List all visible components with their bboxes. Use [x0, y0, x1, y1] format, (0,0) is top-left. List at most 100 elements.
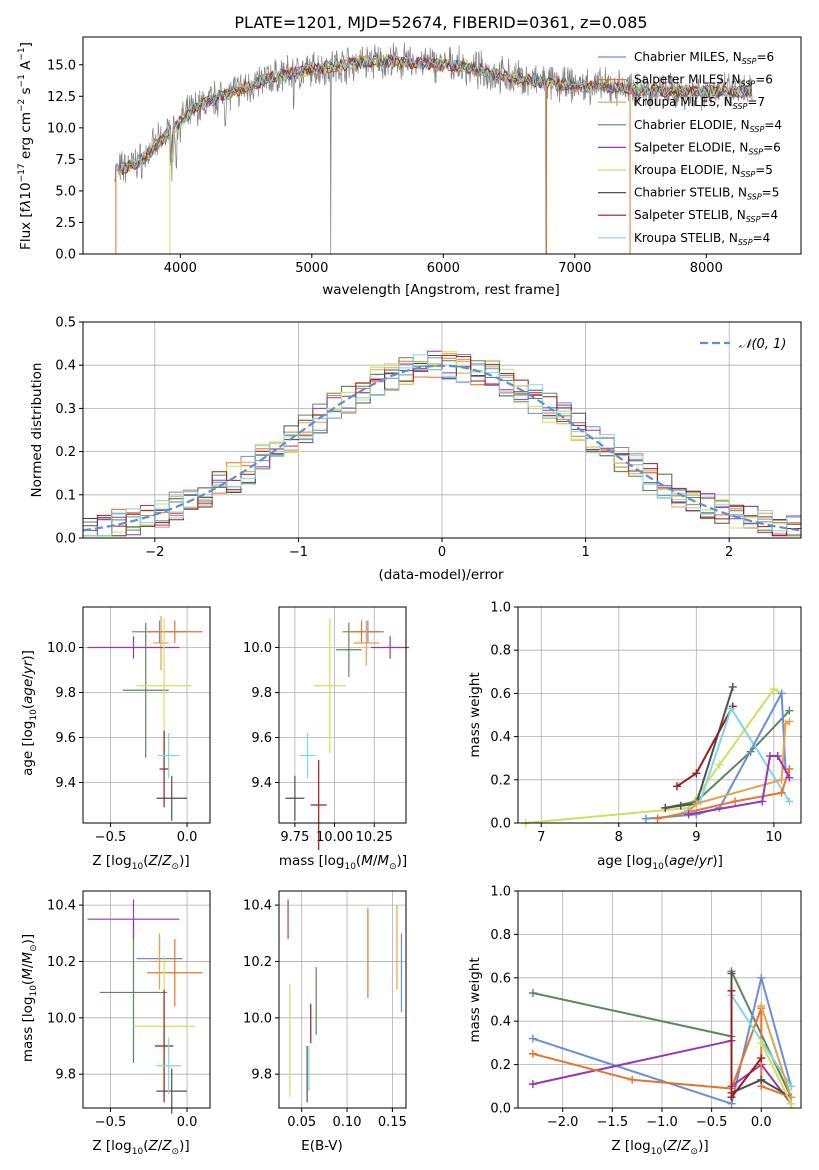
y-tick-label: 9.8 — [251, 686, 272, 701]
mass-vs-ebv-panel: 0.05 0.10 0.15 9.8 10.0 10.2 10.4 — [243, 890, 407, 1130]
weight-marker-kroupa-miles — [757, 1002, 766, 1011]
legend-label-salpeter-elodie: Salpeter ELODIE, NSSP=6 — [634, 140, 781, 156]
weight-marker-salpeter-miles — [653, 814, 662, 823]
model-spectrum-salpeter-stelib — [119, 55, 752, 173]
x-tick-label: −0.5 — [95, 1115, 127, 1130]
x-tick-label: 7000 — [558, 261, 591, 276]
x-tick-label: 10 — [766, 830, 783, 845]
legend-label-chabrier-stelib: Chabrier STELIB, NSSP=5 — [634, 186, 779, 202]
y-tick-label: 9.6 — [251, 731, 272, 746]
x-tick-label: −1 — [289, 545, 308, 560]
weight-marker-salpeter-stelib — [727, 1093, 736, 1102]
y-tick-label: 9.8 — [251, 1068, 272, 1083]
y-tick-label: 0.1 — [55, 488, 76, 503]
spectrum-title: PLATE=1201, MJD=52674, FIBERID=0361, z=0… — [234, 13, 647, 32]
legend-label-salpeter-miles: Salpeter MILES, NSSP=6 — [634, 73, 773, 89]
y-tick-label: 10.4 — [243, 899, 272, 914]
x-tick-label: 10.25 — [356, 830, 393, 845]
error-bars — [87, 616, 203, 821]
panel-frame — [82, 890, 211, 1109]
y-tick-label: 10.4 — [47, 899, 76, 914]
spectrum-x-label: wavelength [Angstrom, rest frame] — [322, 282, 560, 298]
y-tick-label: 10.0 — [47, 121, 76, 136]
y-tick-label: 0.6 — [490, 971, 511, 986]
weight-marker-chabrier-stelib — [661, 803, 670, 812]
weight-marker-salpeter-stelib — [692, 769, 701, 778]
x-tick-label: −2.0 — [547, 1115, 579, 1130]
weight-marker-chabrier-miles — [528, 1034, 537, 1043]
x-tick-label: −0.5 — [95, 830, 127, 845]
weight-marker-chabrier-miles — [757, 973, 766, 982]
spectrum-frame — [82, 36, 802, 255]
y-tick-label: 0.2 — [490, 773, 511, 788]
weight-marker-kroupa-elodie — [757, 1038, 766, 1047]
weight-marker-salpeter-miles — [785, 765, 794, 773]
y-tick-label: 2.5 — [55, 216, 76, 231]
y-tick-label: 9.4 — [55, 776, 76, 791]
legend-label-kroupa-elodie: Kroupa ELODIE, NSSP=5 — [634, 163, 773, 179]
spectrum-legend: Chabrier MILES, NSSP=6 Salpeter MILES, NS… — [598, 50, 782, 247]
weight-marker-kroupa-miles — [692, 799, 701, 808]
x-tick-label: 0 — [438, 545, 446, 560]
age-vs-metallicity-panel: −0.5 0.0 9.4 9.6 9.8 10.0 — [47, 606, 211, 845]
age-Z-y-label: age [log10(age/yr)] — [20, 650, 39, 776]
x-tick-label: 8000 — [690, 261, 723, 276]
spectrum-x-ticks: 4000 5000 6000 7000 8000 — [164, 254, 723, 276]
x-tick-label: 0.15 — [378, 1115, 407, 1130]
x-tick-label: 0.0 — [177, 830, 198, 845]
x-tick-label: 5000 — [295, 261, 328, 276]
y-tick-label: 5.0 — [55, 184, 76, 199]
age-mass-x-label: mass [log10(M/M⊙)] — [279, 853, 407, 872]
weight-marker-salpeter-stelib — [672, 782, 681, 791]
y-tick-label: 0.0 — [55, 248, 76, 263]
panel-frame — [517, 890, 802, 1109]
weight-marker-salpeter-elodie — [785, 773, 794, 782]
x-tick-label: 0.0 — [177, 1115, 198, 1130]
panel-frame — [278, 606, 407, 824]
axes-ticks: −0.5 0.0 9.8 10.0 10.2 10.4 — [47, 891, 210, 1130]
legend-label-chabrier-miles: Chabrier MILES, NSSP=6 — [634, 50, 774, 66]
weight-marker-salpeter-elodie — [684, 810, 693, 819]
residuals-legend: 𝒩(0, 1) — [700, 337, 786, 352]
y-tick-label: 10.0 — [47, 641, 76, 656]
y-tick-label: 0.4 — [55, 359, 76, 374]
y-tick-label: 0.4 — [490, 730, 511, 745]
axes-ticks: 0.05 0.10 0.15 9.8 10.0 10.2 10.4 — [243, 891, 407, 1130]
residuals-grid: −2 −1 0 1 2 0.0 0.1 0.2 0.3 0.4 0.5 — [55, 316, 801, 560]
histogram-salpeter-stelib — [83, 354, 801, 537]
weight-marker-kroupa-miles — [785, 717, 794, 726]
x-tick-label: 8 — [615, 830, 623, 845]
y-tick-label: 9.8 — [55, 686, 76, 701]
weight-marker-kroupa-stelib — [727, 704, 736, 713]
legend-label-chabrier-elodie: Chabrier ELODIE, NSSP=4 — [634, 118, 782, 134]
weight-marker-kroupa-elodie — [715, 760, 724, 769]
mass-ebv-x-label: E(B-V) — [301, 1138, 343, 1154]
x-tick-label: 9 — [692, 830, 700, 845]
weight-marker-salpeter-elodie — [758, 797, 767, 806]
weight-line-salpeter-miles — [532, 1007, 792, 1099]
weight-marker-kroupa-stelib — [785, 797, 794, 806]
panel-frame — [278, 890, 407, 1109]
weight-marker-kroupa-elodie — [787, 1099, 796, 1108]
weight-lines — [528, 967, 796, 1108]
x-tick-label: 2 — [725, 545, 733, 560]
error-bars — [87, 899, 203, 1114]
x-tick-label: 0.10 — [333, 1115, 362, 1130]
spectrum-y-label: Flux [fλ10−17 erg cm−2 s−1 A−1] — [17, 42, 34, 250]
y-tick-label: 9.6 — [55, 731, 76, 746]
error-bars — [285, 618, 410, 850]
y-tick-label: 10.0 — [243, 1011, 272, 1026]
weight-line-kroupa-elodie — [760, 1042, 792, 1105]
y-tick-label: 0.3 — [55, 402, 76, 417]
x-tick-label: 1 — [581, 545, 589, 560]
mass-Z-y-label: mass [log10(M/M⊙)] — [20, 934, 39, 1062]
spectrum-y-ticks: 0.0 2.5 5.0 7.5 10.0 12.5 15.0 — [47, 58, 83, 263]
y-tick-label: 0.6 — [490, 687, 511, 702]
spectrum-panel: PLATE=1201, MJD=52674, FIBERID=0361, z=0… — [17, 13, 802, 298]
weight-marker-chabrier-stelib — [676, 801, 685, 810]
weight-Z-y-label: mass weight — [467, 957, 483, 1042]
weight-marker-chabrier-stelib — [727, 969, 736, 978]
x-tick-label: 4000 — [164, 261, 197, 276]
normal-legend-label: 𝒩(0, 1) — [739, 337, 786, 352]
weight-line-kroupa-miles — [760, 1005, 793, 1098]
